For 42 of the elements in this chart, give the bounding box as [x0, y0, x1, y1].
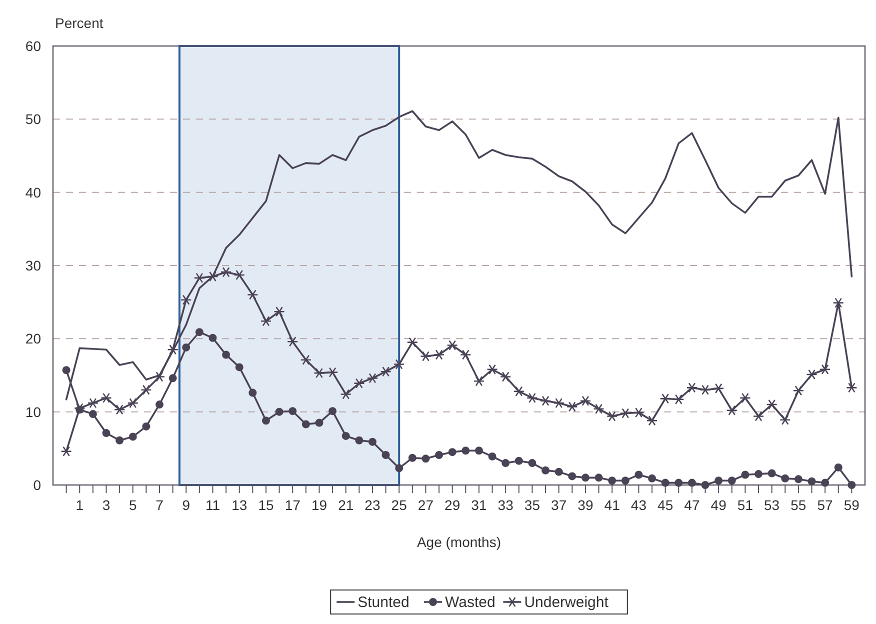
- x-tick-label: 5: [128, 497, 137, 513]
- y-tick-label: 40: [25, 184, 42, 200]
- x-tick-label: 33: [498, 497, 514, 513]
- y-tick-label: 50: [25, 111, 42, 128]
- x-tick-label: 25: [391, 497, 408, 513]
- x-axis-title: Age (months): [416, 534, 502, 550]
- x-tick-label: 55: [790, 497, 806, 513]
- x-tick-label: 17: [284, 497, 301, 513]
- y-tick-label: 60: [25, 38, 42, 54]
- x-tick-label: 1: [76, 497, 84, 513]
- x-tick-label: 53: [764, 497, 780, 513]
- x-tick-label: 11: [205, 497, 220, 513]
- x-tick-label: 27: [418, 497, 434, 513]
- x-tick-label: 51: [737, 497, 754, 513]
- x-tick-label: 7: [156, 497, 164, 513]
- y-tick-label: 0: [33, 477, 42, 493]
- x-tick-label: 45: [658, 497, 674, 513]
- x-tick-label: 41: [604, 497, 620, 513]
- x-tick-label: 23: [364, 497, 380, 513]
- y-tick-label: 20: [25, 330, 42, 347]
- x-tick-label: 57: [817, 497, 834, 513]
- x-tick-label: 9: [182, 497, 190, 513]
- y-tick-label: 30: [25, 258, 42, 274]
- x-tick-label: 47: [684, 497, 700, 513]
- x-tick-label: 37: [551, 497, 567, 513]
- x-tick-label: 3: [102, 497, 110, 513]
- x-tick-label: 13: [232, 497, 248, 513]
- y-tick-label: 10: [25, 404, 42, 420]
- x-tick-label: 43: [630, 497, 647, 513]
- x-tick-label: 15: [258, 497, 274, 513]
- y-axis-title: Percent: [55, 15, 104, 31]
- x-tick-label: 49: [710, 497, 727, 513]
- legend-label: Stunted: [358, 594, 410, 611]
- legend-label: Underweight: [524, 594, 610, 611]
- legend-label: Wasted: [445, 594, 496, 611]
- x-tick-label: 29: [444, 497, 460, 513]
- x-tick-label: 21: [338, 497, 354, 513]
- x-tick-label: 59: [844, 497, 860, 513]
- x-tick-label: 31: [471, 497, 487, 513]
- x-tick-label: 39: [578, 497, 594, 513]
- x-tick-label: 35: [524, 497, 540, 513]
- x-tick-label: 19: [311, 497, 328, 513]
